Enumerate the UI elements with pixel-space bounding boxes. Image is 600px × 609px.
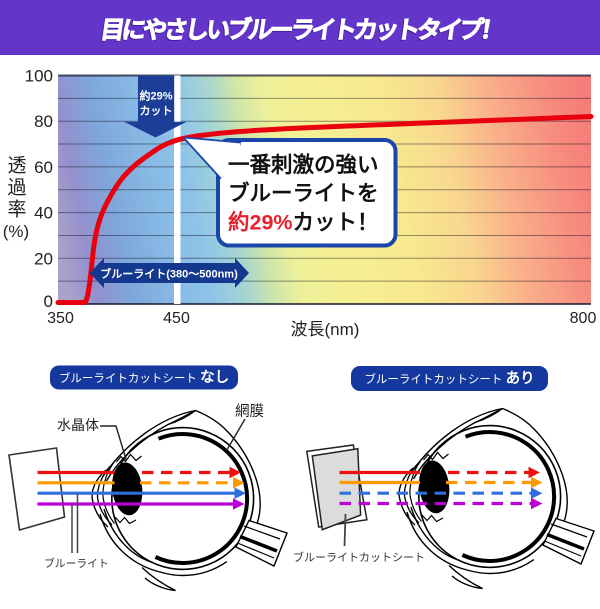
svg-text:ブルーライトカットシート: ブルーライトカットシート bbox=[293, 550, 425, 564]
svg-text:約29%: 約29% bbox=[139, 89, 172, 103]
svg-text:率: 率 bbox=[7, 199, 26, 221]
svg-text:450: 450 bbox=[163, 310, 190, 327]
svg-text:ブルーライトカットシート なし: ブルーライトカットシート なし bbox=[59, 369, 229, 386]
svg-text:100: 100 bbox=[25, 67, 53, 86]
svg-text:800: 800 bbox=[570, 310, 597, 327]
svg-text:カット: カット bbox=[140, 105, 173, 118]
svg-text:約29%カット！: 約29%カット！ bbox=[228, 210, 379, 235]
svg-text:ブルーライトを: ブルーライトを bbox=[228, 181, 379, 206]
svg-text:網膜: 網膜 bbox=[235, 403, 264, 420]
svg-text:ブルーライト: ブルーライト bbox=[44, 556, 109, 570]
svg-text:350: 350 bbox=[47, 310, 74, 327]
svg-text:水晶体: 水晶体 bbox=[57, 417, 99, 433]
svg-text:過: 過 bbox=[7, 177, 26, 199]
svg-text:ブルーライト(380～500nm): ブルーライト(380～500nm) bbox=[100, 267, 238, 281]
svg-text:(%): (%) bbox=[3, 222, 29, 241]
svg-text:一番刺激の強い: 一番刺激の強い bbox=[228, 152, 379, 177]
svg-text:透: 透 bbox=[7, 155, 26, 177]
svg-text:40: 40 bbox=[34, 204, 53, 223]
svg-text:80: 80 bbox=[34, 112, 53, 131]
svg-text:波長(nm): 波長(nm) bbox=[291, 320, 360, 339]
svg-text:60: 60 bbox=[34, 158, 53, 177]
svg-text:目にやさしいブルーライトカットタイプ！: 目にやさしいブルーライトカットタイプ！ bbox=[99, 16, 504, 44]
svg-text:目にやさしいブルーライトカットタイプ！: 目にやさしいブルーライトカットタイプ！ bbox=[98, 17, 503, 45]
svg-text:0: 0 bbox=[44, 292, 53, 311]
svg-text:20: 20 bbox=[34, 249, 53, 268]
svg-text:ブルーライトカットシート あり: ブルーライトカットシート あり bbox=[364, 370, 534, 387]
